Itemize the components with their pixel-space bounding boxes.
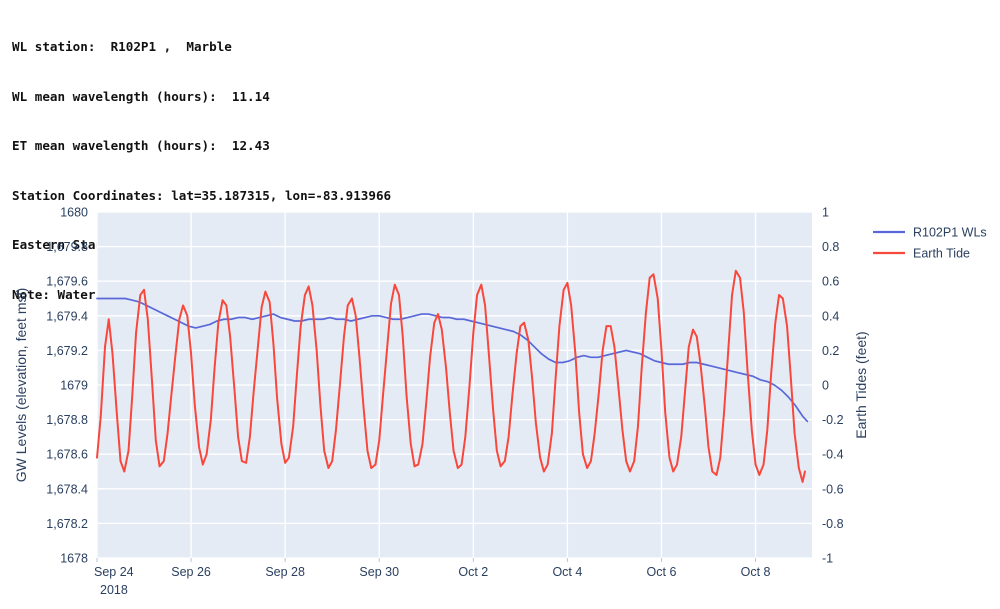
x-axis-tick-label: Sep 30 bbox=[359, 565, 399, 579]
chart-legend[interactable]: R102P1 WLs Earth Tide bbox=[873, 226, 987, 261]
x-axis-tick-label: Sep 24 bbox=[94, 565, 134, 579]
x-axis-tick-label: Oct 8 bbox=[741, 565, 771, 579]
timeseries-chart: 1678 1,678.2 1,678.4 1,678.6 1,678.8 1679 1,67… bbox=[13, 206, 987, 598]
header-line-coordinates: Station Coordinates: lat=35.187315, lon=… bbox=[12, 187, 392, 203]
x-axis-tick-label: Oct 6 bbox=[647, 565, 677, 579]
x-axis-tick-label: Sep 28 bbox=[265, 565, 305, 579]
y-axis-left-tick-label: 1678 bbox=[60, 552, 88, 566]
y-axis-left-tick-label: 1,679.2 bbox=[46, 344, 88, 358]
y-axis-right-tick-label: -0.6 bbox=[822, 482, 844, 496]
y-axis-right-tick-label: -0.8 bbox=[822, 517, 844, 531]
chart-container: 1678 1,678.2 1,678.4 1,678.6 1,678.8 1679 1,67… bbox=[0, 180, 1000, 609]
header-line-et-wavelength: ET mean wavelength (hours): 12.43 bbox=[12, 138, 270, 153]
y-axis-left-tick-label: 1,678.8 bbox=[46, 413, 88, 427]
trace-earth-tide bbox=[96, 269, 806, 483]
legend-item-label[interactable]: R102P1 WLs bbox=[913, 226, 987, 240]
y-axis-left-tick-label: 1679 bbox=[60, 379, 88, 393]
x-axis-tick-label: Oct 4 bbox=[552, 565, 582, 579]
header-line-wl-wavelength: WL mean wavelength (hours): 11.14 bbox=[12, 88, 270, 104]
y-axis-left-tick-label: 1,678.6 bbox=[46, 448, 88, 462]
header-line-station: WL station: R102P1 , Marble bbox=[12, 39, 232, 54]
legend-item-label[interactable]: Earth Tide bbox=[913, 247, 970, 261]
y-axis-left-tick-label: 1,679.6 bbox=[46, 275, 88, 289]
x-axis-tick-label: Sep 26 bbox=[171, 565, 211, 579]
x-axis-year-label: 2018 bbox=[100, 583, 128, 597]
y-axis-right-tick-label: -0.2 bbox=[822, 413, 844, 427]
y-axis-right-tick-label: 0.8 bbox=[822, 240, 839, 254]
y-axis-left-ticks: 1678 1,678.2 1,678.4 1,678.6 1,678.8 1679 1,67… bbox=[46, 206, 88, 566]
y-axis-left-tick-label: 1,679.8 bbox=[46, 240, 88, 254]
y-axis-left-tick-label: 1,678.4 bbox=[46, 482, 88, 496]
y-axis-right-ticks: -1 -0.8 -0.6 -0.4 -0.2 0 0.2 0.4 0.6 0.8 1 bbox=[822, 206, 844, 566]
y-axis-right-tick-label: 0.2 bbox=[822, 344, 839, 358]
y-axis-right-tick-label: 0.4 bbox=[822, 309, 839, 323]
y-axis-left-title: GW Levels (elevation, feet msl) bbox=[13, 288, 29, 483]
x-axis-tick-label: Oct 2 bbox=[458, 565, 488, 579]
y-axis-right-title: Earth Tides (feet) bbox=[853, 331, 869, 438]
y-axis-left-tick-label: 1,678.2 bbox=[46, 517, 88, 531]
y-axis-right-tick-label: -1 bbox=[822, 552, 833, 566]
y-axis-left-tick-label: 1680 bbox=[60, 206, 88, 220]
y-axis-right-tick-label: -0.4 bbox=[822, 448, 844, 462]
y-axis-right-tick-label: 1 bbox=[822, 206, 829, 220]
y-axis-left-tick-label: 1,679.4 bbox=[46, 309, 88, 323]
x-axis-tick-marks bbox=[96, 558, 757, 562]
x-axis-ticks: Sep 24 Sep 26 Sep 28 Sep 30 Oct 2 Oct 4 Oct 6 O… bbox=[94, 565, 771, 579]
y-axis-right-tick-label: 0 bbox=[822, 379, 829, 393]
trace-r102p1-wls bbox=[96, 297, 809, 423]
data-traces bbox=[96, 269, 809, 483]
y-axis-right-tick-label: 0.6 bbox=[822, 275, 839, 289]
vertical-gridlines bbox=[96, 212, 757, 558]
